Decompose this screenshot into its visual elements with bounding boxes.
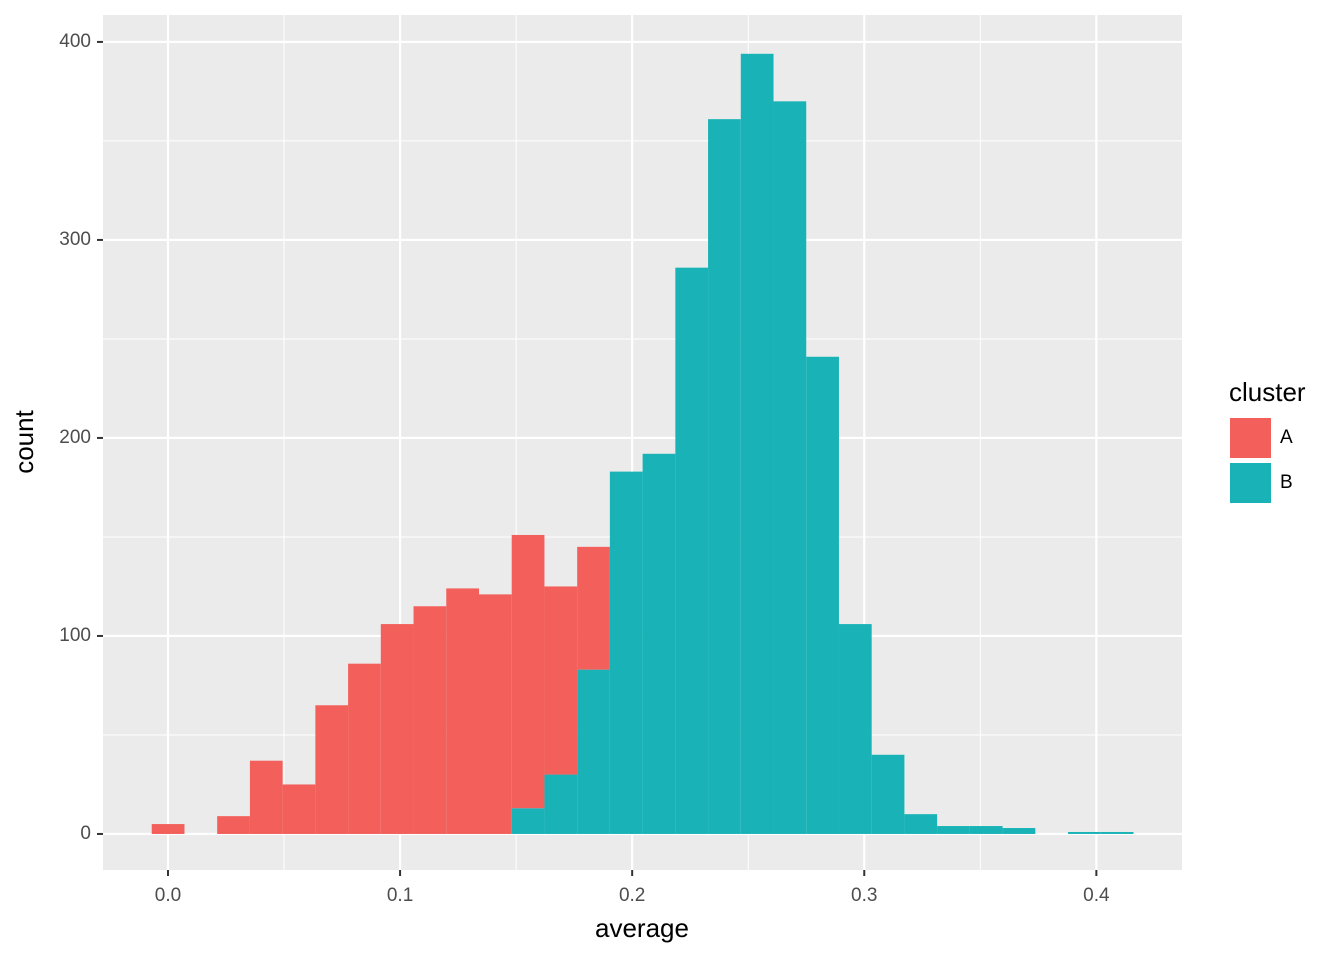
legend-label: A — [1280, 427, 1293, 448]
bar — [969, 826, 1003, 834]
bar — [806, 356, 839, 834]
y-tick-label: 200 — [59, 427, 91, 448]
bar — [773, 101, 807, 834]
bar — [446, 588, 479, 834]
bar — [871, 754, 905, 834]
y-tick-label: 100 — [59, 625, 91, 646]
bar — [151, 824, 185, 834]
bar — [740, 53, 774, 834]
bar — [511, 808, 545, 834]
x-axis-label: average — [595, 913, 689, 943]
bar — [544, 586, 578, 775]
bar — [609, 471, 643, 834]
bar — [642, 453, 676, 834]
bar — [249, 760, 283, 834]
bar — [217, 816, 250, 834]
x-tick-label: 0.1 — [387, 885, 413, 906]
x-tick-label: 0.2 — [619, 885, 645, 906]
legend-swatch — [1228, 461, 1273, 505]
bar — [1100, 831, 1134, 834]
legend-swatch — [1228, 416, 1273, 460]
legend-label: B — [1280, 472, 1293, 493]
bar — [348, 663, 381, 834]
bar — [904, 814, 938, 834]
x-tick-label: 0.4 — [1083, 885, 1110, 906]
bar — [675, 267, 709, 834]
y-axis-label: count — [9, 409, 39, 473]
bar — [478, 594, 512, 834]
bar — [838, 624, 872, 834]
y-tick-label: 0 — [80, 823, 91, 844]
bar — [937, 826, 970, 834]
bar — [511, 534, 545, 809]
y-tick-label: 400 — [59, 31, 91, 52]
bar — [708, 119, 741, 834]
y-tick-label: 300 — [59, 229, 91, 250]
bar — [1068, 831, 1101, 834]
bar — [413, 606, 447, 834]
bar — [544, 774, 578, 834]
legend-title: cluster — [1229, 377, 1306, 407]
bar — [380, 624, 414, 834]
bar — [282, 784, 316, 834]
x-tick-label: 0.0 — [155, 885, 181, 906]
bar — [1002, 828, 1036, 834]
x-tick-label: 0.3 — [851, 885, 877, 906]
bar — [577, 546, 610, 670]
bar — [315, 705, 349, 834]
bar — [577, 669, 610, 834]
